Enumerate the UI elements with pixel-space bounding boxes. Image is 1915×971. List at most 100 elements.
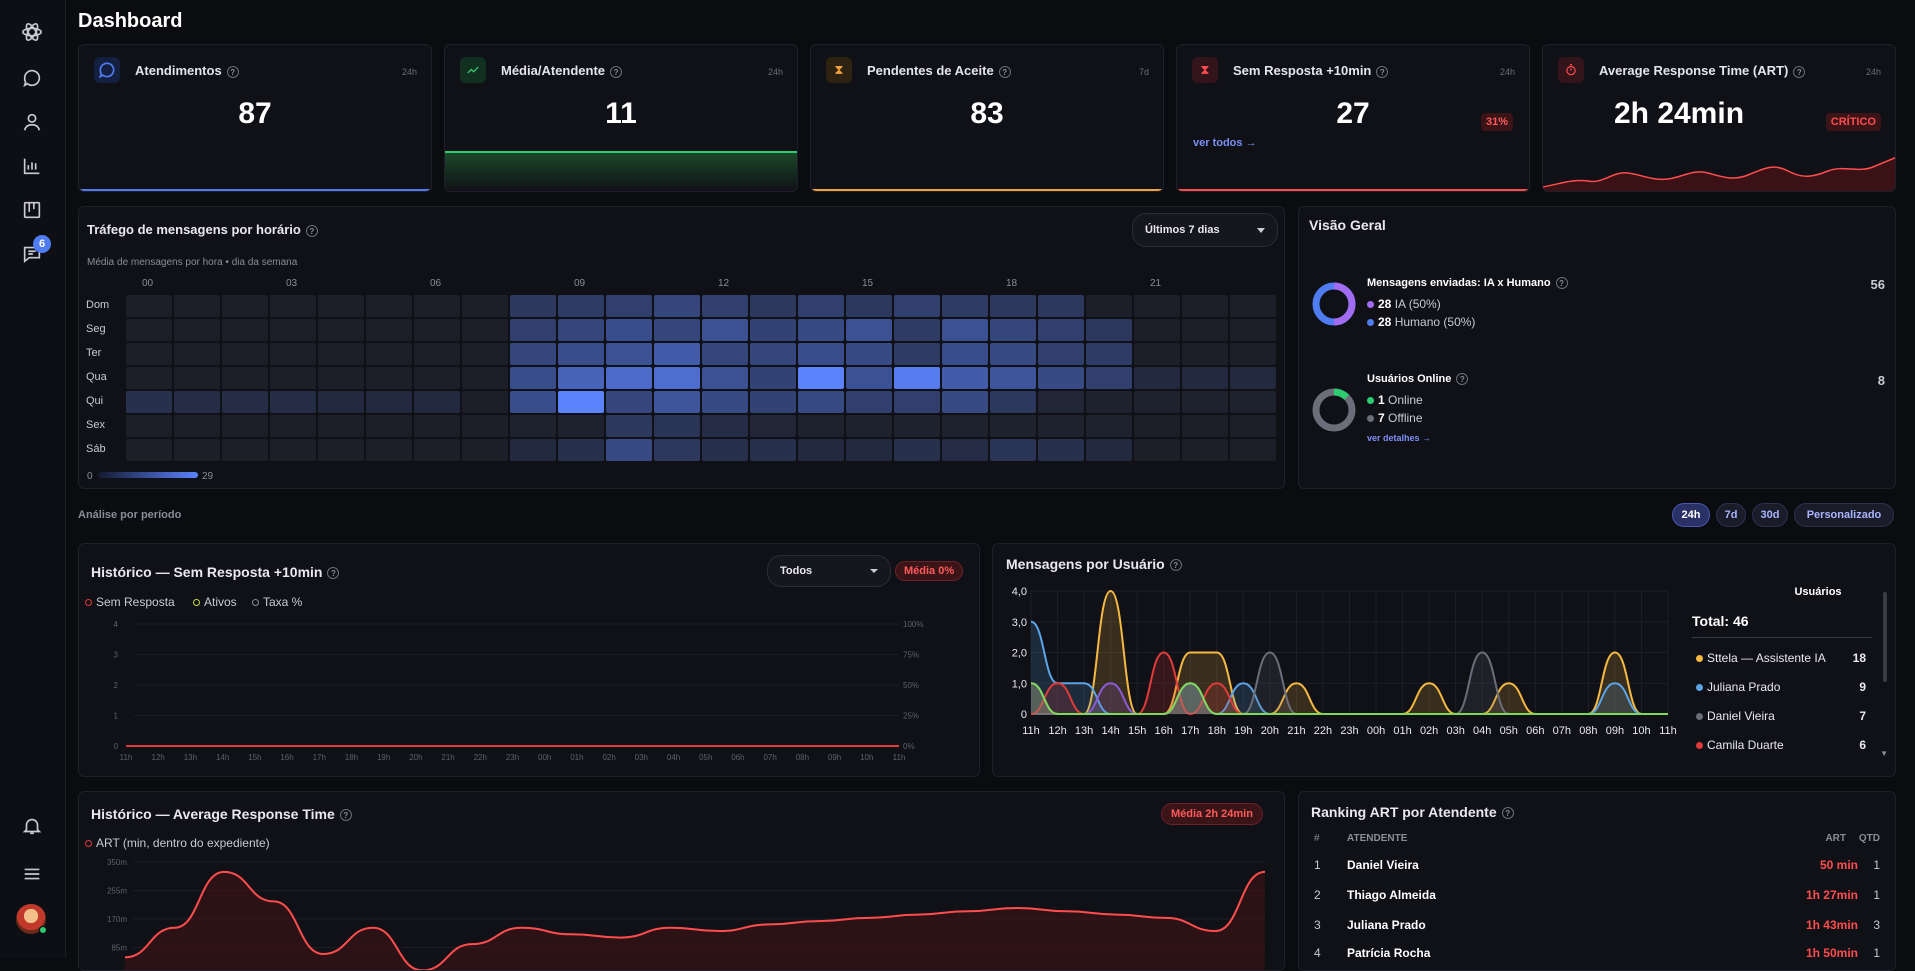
heatmap-cell[interactable] bbox=[702, 415, 748, 437]
heatmap-cell[interactable] bbox=[270, 391, 316, 413]
heatmap-cell[interactable] bbox=[462, 391, 508, 413]
kpi-card-atendimentos[interactable]: Atendimentos? 24h 87 bbox=[78, 44, 432, 192]
heatmap-cell[interactable] bbox=[654, 343, 700, 365]
heatmap-cell[interactable] bbox=[606, 367, 652, 389]
help-icon[interactable]: ? bbox=[1501, 807, 1514, 820]
heatmap-cell[interactable] bbox=[1038, 391, 1084, 413]
heatmap-cell[interactable] bbox=[606, 415, 652, 437]
heatmap-cell[interactable] bbox=[270, 343, 316, 365]
heatmap-cell[interactable] bbox=[270, 367, 316, 389]
heatmap-cell[interactable] bbox=[654, 415, 700, 437]
heatmap-cell[interactable] bbox=[1230, 391, 1276, 413]
help-icon[interactable]: ? bbox=[305, 224, 318, 237]
heatmap-cell[interactable] bbox=[894, 391, 940, 413]
period-24h-button[interactable]: 24h bbox=[1672, 503, 1710, 527]
heatmap-cell[interactable] bbox=[990, 295, 1036, 317]
heatmap-cell[interactable] bbox=[1182, 391, 1228, 413]
help-icon[interactable]: ? bbox=[1555, 277, 1568, 290]
heatmap-cell[interactable] bbox=[222, 319, 268, 341]
help-icon[interactable]: ? bbox=[1456, 373, 1469, 386]
heatmap-cell[interactable] bbox=[606, 391, 652, 413]
heatmap-cell[interactable] bbox=[846, 343, 892, 365]
heatmap-cell[interactable] bbox=[270, 439, 316, 461]
scroll-down-icon[interactable]: ▼ bbox=[1880, 749, 1888, 758]
filter-dropdown[interactable]: Todos bbox=[767, 555, 891, 587]
bell-icon[interactable] bbox=[18, 812, 46, 840]
heatmap-cell[interactable] bbox=[990, 439, 1036, 461]
heatmap-cell[interactable] bbox=[750, 415, 796, 437]
heatmap-cell[interactable] bbox=[798, 367, 844, 389]
see-all-link[interactable]: ver todos → bbox=[1193, 137, 1257, 149]
heatmap-cell[interactable] bbox=[174, 295, 220, 317]
user-icon[interactable] bbox=[18, 108, 46, 136]
help-icon[interactable]: ? bbox=[998, 65, 1011, 78]
heatmap-cell[interactable] bbox=[846, 391, 892, 413]
heatmap-cell[interactable] bbox=[798, 319, 844, 341]
heatmap-cell[interactable] bbox=[318, 367, 364, 389]
heatmap-cell[interactable] bbox=[222, 415, 268, 437]
heatmap-cell[interactable] bbox=[366, 439, 412, 461]
heatmap-cell[interactable] bbox=[798, 343, 844, 365]
heatmap-cell[interactable] bbox=[702, 391, 748, 413]
logo-icon[interactable] bbox=[18, 18, 46, 46]
heatmap-cell[interactable] bbox=[462, 295, 508, 317]
kpi-card-sem-resposta[interactable]: ⧗ Sem Resposta +10min? 24h 27 31% ver to… bbox=[1176, 44, 1530, 192]
help-icon[interactable]: ? bbox=[1793, 65, 1806, 78]
heatmap-cell[interactable] bbox=[222, 367, 268, 389]
heatmap-cell[interactable] bbox=[990, 367, 1036, 389]
kpi-card-media[interactable]: Média/Atendente? 24h 11 bbox=[444, 44, 798, 192]
heatmap-cell[interactable] bbox=[846, 415, 892, 437]
heatmap-cell[interactable] bbox=[798, 415, 844, 437]
heatmap-cell[interactable] bbox=[462, 319, 508, 341]
heatmap-cell[interactable] bbox=[462, 367, 508, 389]
heatmap-cell[interactable] bbox=[654, 367, 700, 389]
heatmap-cell[interactable] bbox=[1134, 415, 1180, 437]
heatmap-cell[interactable] bbox=[654, 439, 700, 461]
heatmap-cell[interactable] bbox=[558, 319, 604, 341]
heatmap-cell[interactable] bbox=[942, 343, 988, 365]
heatmap-cell[interactable] bbox=[222, 439, 268, 461]
heatmap-cell[interactable] bbox=[750, 391, 796, 413]
heatmap-cell[interactable] bbox=[654, 391, 700, 413]
menu-icon[interactable] bbox=[18, 860, 46, 888]
chat-icon[interactable] bbox=[18, 64, 46, 92]
heatmap-cell[interactable] bbox=[222, 295, 268, 317]
heatmap-cell[interactable] bbox=[1086, 391, 1132, 413]
user-row[interactable]: Juliana Prado 9 bbox=[1696, 680, 1866, 694]
heatmap-cell[interactable] bbox=[462, 439, 508, 461]
heatmap-cell[interactable] bbox=[702, 295, 748, 317]
heatmap-cell[interactable] bbox=[846, 319, 892, 341]
heatmap-cell[interactable] bbox=[702, 367, 748, 389]
heatmap-cell[interactable] bbox=[318, 391, 364, 413]
heatmap-cell[interactable] bbox=[1230, 415, 1276, 437]
heatmap-cell[interactable] bbox=[174, 415, 220, 437]
heatmap-cell[interactable] bbox=[1182, 343, 1228, 365]
heatmap-cell[interactable] bbox=[510, 295, 556, 317]
heatmap-cell[interactable] bbox=[654, 319, 700, 341]
heatmap-cell[interactable] bbox=[366, 415, 412, 437]
heatmap-cell[interactable] bbox=[1086, 319, 1132, 341]
heatmap-cell[interactable] bbox=[1230, 343, 1276, 365]
heatmap-cell[interactable] bbox=[750, 439, 796, 461]
heatmap-cell[interactable] bbox=[270, 415, 316, 437]
heatmap-cell[interactable] bbox=[1134, 343, 1180, 365]
heatmap-cell[interactable] bbox=[1230, 319, 1276, 341]
period-custom-button[interactable]: Personalizado bbox=[1794, 503, 1894, 527]
heatmap-cell[interactable] bbox=[894, 439, 940, 461]
heatmap-cell[interactable] bbox=[702, 439, 748, 461]
heatmap-cell[interactable] bbox=[462, 343, 508, 365]
heatmap-cell[interactable] bbox=[1182, 319, 1228, 341]
heatmap-cell[interactable] bbox=[1134, 367, 1180, 389]
scrollbar[interactable] bbox=[1883, 592, 1887, 682]
heatmap-cell[interactable] bbox=[942, 367, 988, 389]
heatmap-cell[interactable] bbox=[222, 391, 268, 413]
heatmap-cell[interactable] bbox=[462, 415, 508, 437]
heatmap-cell[interactable] bbox=[1086, 295, 1132, 317]
help-icon[interactable]: ? bbox=[610, 65, 623, 78]
kpi-card-art[interactable]: Average Response Time (ART)? 24h 2h 24mi… bbox=[1542, 44, 1896, 192]
heatmap-cell[interactable] bbox=[942, 415, 988, 437]
heatmap-cell[interactable] bbox=[606, 439, 652, 461]
heatmap-cell[interactable] bbox=[942, 439, 988, 461]
heatmap-cell[interactable] bbox=[750, 295, 796, 317]
heatmap-cell[interactable] bbox=[894, 367, 940, 389]
